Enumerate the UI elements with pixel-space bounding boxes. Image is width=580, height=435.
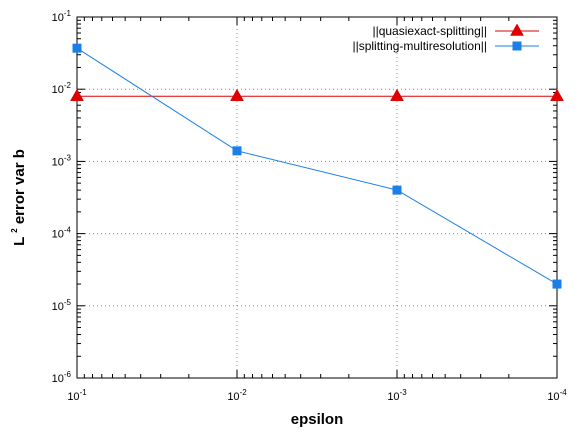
- y-tick-label: 10-6: [52, 370, 72, 385]
- legend-marker: [510, 23, 524, 36]
- legend-label: ||splitting-multiresolution||: [352, 39, 487, 53]
- x-axis-label: epsilon: [291, 411, 344, 428]
- grid: [77, 17, 557, 378]
- series-line-1: [76, 47, 558, 285]
- y-axis-label: L 2 error var b: [4, 149, 28, 246]
- series-1: [72, 43, 562, 289]
- data-point: [550, 88, 564, 101]
- x-tick-label: 10-4: [547, 388, 567, 403]
- data-point: [72, 43, 82, 53]
- legend: ||quasiexact-splitting||||splitting-mult…: [352, 23, 539, 53]
- y-tick-label: 10-1: [52, 9, 72, 24]
- ticks: 10-1 10-2 10-3 10-4 10-5 10-6 10-1 10-2 10-3 10-4: [52, 9, 568, 403]
- legend-label: ||quasiexact-splitting||: [372, 24, 487, 38]
- y-axis-label-main: L: [11, 237, 28, 246]
- data-point: [232, 146, 242, 156]
- y-axis-label-rest: error var b: [11, 149, 28, 224]
- x-tick-label: 10-2: [227, 388, 247, 403]
- x-tick-label: 10-1: [67, 388, 87, 403]
- y-tick-label: 10-4: [52, 226, 72, 241]
- data-point: [392, 185, 402, 195]
- series-0: [70, 88, 564, 101]
- data-point: [552, 279, 562, 289]
- y-axis-label-sup: 2: [10, 228, 19, 233]
- plot-frame: [76, 16, 558, 379]
- data-point: [230, 88, 244, 101]
- y-tick-label: 10-5: [52, 298, 72, 313]
- y-tick-label: 10-2: [52, 81, 72, 96]
- data-point: [70, 88, 84, 101]
- data-point: [390, 88, 404, 101]
- x-tick-label: 10-3: [387, 388, 407, 403]
- y-tick-label: 10-3: [52, 153, 72, 168]
- legend-marker: [512, 41, 522, 51]
- series-layer: [70, 43, 564, 289]
